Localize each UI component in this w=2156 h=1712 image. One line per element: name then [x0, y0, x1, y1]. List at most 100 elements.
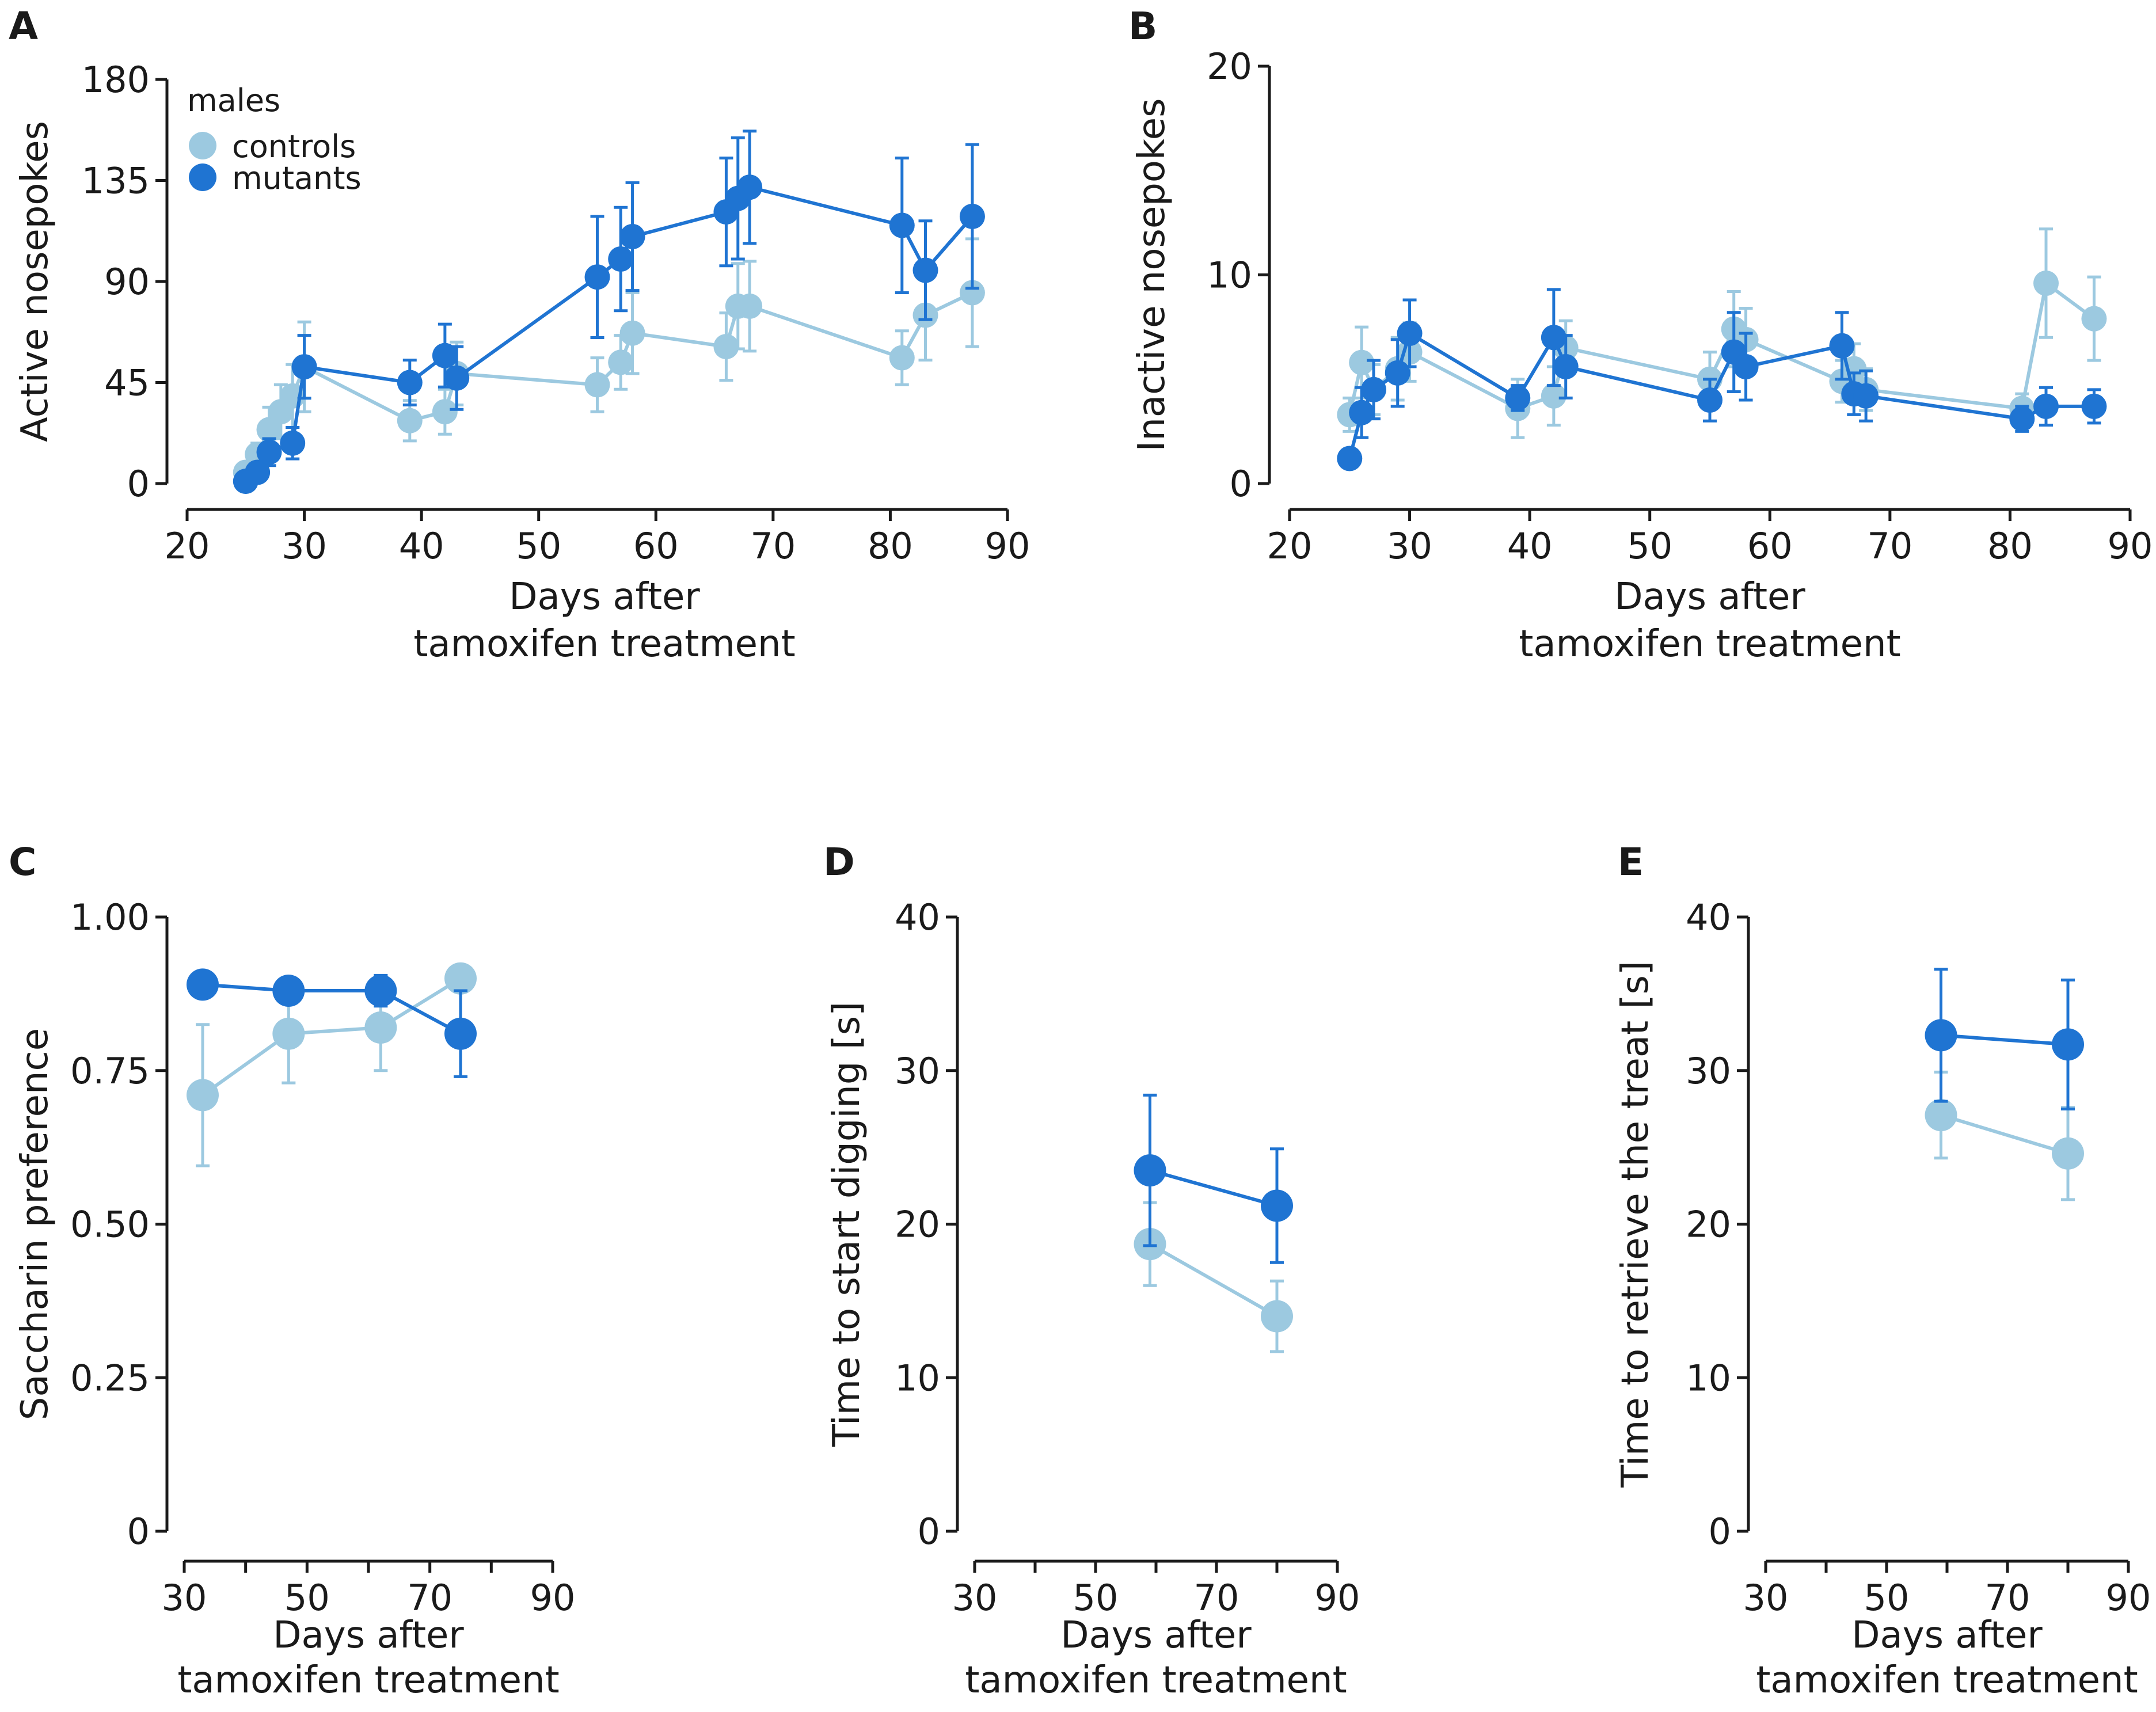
series-mutants	[187, 968, 477, 1078]
y-tick-label: 0	[1230, 463, 1252, 505]
data-point-controls	[444, 962, 477, 995]
x-tick-label: 90	[985, 525, 1031, 567]
series-controls	[187, 962, 477, 1167]
data-point-mutants	[1853, 383, 1879, 409]
x-tick-label: 90	[2106, 1577, 2151, 1619]
y-tick-label: 0.75	[70, 1050, 150, 1092]
data-point-mutants	[1337, 446, 1363, 471]
data-point-mutants	[1829, 333, 1855, 359]
x-tick-label: 30	[952, 1577, 998, 1619]
x-axis-label-line1: Days after	[1614, 576, 1805, 618]
data-point-mutants	[1397, 321, 1423, 346]
data-point-controls	[584, 372, 610, 398]
y-tick-label: 10	[1686, 1357, 1731, 1399]
x-tick-label: 50	[1864, 1577, 1910, 1619]
legend-mutants-label: mutants	[232, 160, 362, 196]
y-axis-label: Saccharin preference	[14, 1028, 56, 1420]
panel-letter-b: B	[1128, 4, 1157, 48]
panel-a-active-nosepokes: A males controls mutants 0 45 90 135 180 Acti…	[9, 4, 1030, 665]
x-tick-label: 90	[2108, 525, 2153, 567]
data-point-mutants	[1361, 376, 1386, 402]
data-point-mutants	[619, 224, 645, 249]
y-tick-label: 0	[127, 1511, 150, 1553]
y-axis-label: Active nosepokes	[14, 121, 56, 442]
series-controls	[1337, 227, 2107, 439]
data-point-mutants	[256, 439, 282, 465]
series-line-mutants	[244, 185, 974, 483]
data-point-controls	[272, 1017, 305, 1050]
x-tick-label: 50	[1073, 1577, 1119, 1619]
data-point-mutants	[1541, 325, 1566, 351]
x-tick-label: 50	[1627, 525, 1672, 567]
series-line-mutants	[1941, 1033, 2068, 1047]
series-controls	[1134, 1201, 1293, 1353]
y-tick-label: 45	[104, 362, 150, 404]
x-axis-label-line2: tamoxifen treatment	[1756, 1659, 2138, 1702]
y-tick-label: 1.00	[70, 896, 150, 938]
data-point-mutants	[444, 365, 470, 391]
x-tick-label: 20	[165, 525, 210, 567]
series-line-controls	[201, 977, 462, 1097]
data-point-controls	[187, 1079, 219, 1112]
x-tick-label: 60	[1747, 525, 1793, 567]
data-point-mutants	[1134, 1154, 1166, 1187]
x-tick-label: 30	[1387, 525, 1432, 567]
legend-controls-label: controls	[232, 128, 356, 165]
x-tick-label: 90	[1315, 1577, 1360, 1619]
x-tick-label: 80	[868, 525, 913, 567]
data-point-controls	[1541, 383, 1566, 409]
data-point-mutants	[889, 212, 915, 238]
data-point-controls	[2081, 306, 2107, 332]
y-tick-label: 20	[1207, 45, 1252, 87]
data-point-controls	[397, 408, 423, 433]
y-tick-label: 0.25	[70, 1357, 150, 1399]
data-point-controls	[432, 399, 458, 425]
data-point-mutants	[272, 975, 305, 1007]
series-controls	[1925, 1070, 2084, 1201]
data-point-mutants	[397, 370, 423, 395]
series-mutants	[1925, 968, 2084, 1110]
legend-mutants-marker	[189, 163, 216, 191]
data-point-mutants	[2033, 393, 2059, 419]
data-point-mutants	[1733, 354, 1759, 379]
data-point-controls	[889, 345, 915, 371]
y-tick-label: 10	[895, 1357, 940, 1399]
data-point-controls	[737, 293, 763, 319]
legend-controls-marker	[189, 132, 216, 159]
x-axis-label-line1: Days after	[509, 576, 700, 618]
x-tick-label: 20	[1267, 525, 1313, 567]
panel-c-saccharin-preference: C 0 0.25 0.50 0.75 1.00 Saccharin preference 3…	[9, 840, 575, 1702]
y-tick-label: 30	[1686, 1050, 1731, 1092]
data-point-mutants	[187, 968, 219, 1001]
x-tick-label: 60	[633, 525, 679, 567]
panel-d-time-to-start-digging: D 0 10 20 30 40 Time to start digging [s] 30 50…	[823, 840, 1360, 1702]
data-point-mutants	[1553, 354, 1579, 379]
series-line-mutants	[202, 983, 462, 1036]
x-axis-label-line1: Days after	[1851, 1614, 2043, 1657]
panel-e-time-to-retrieve-treat: E 0 10 20 30 40 Time to retrieve the treat [s…	[1614, 840, 2151, 1702]
panel-letter-a: A	[9, 4, 38, 48]
data-point-controls	[2033, 271, 2059, 296]
x-tick-label: 80	[1987, 525, 2033, 567]
x-axis-label-line2: tamoxifen treatment	[413, 623, 795, 665]
data-point-mutants	[2052, 1028, 2084, 1061]
x-tick-label: 50	[516, 525, 561, 567]
data-point-controls	[2052, 1137, 2084, 1170]
data-point-mutants	[291, 354, 317, 380]
x-tick-label: 70	[1985, 1577, 2030, 1619]
x-axis-label-line2: tamoxifen treatment	[1519, 623, 1900, 665]
x-tick-label: 40	[1507, 525, 1553, 567]
data-point-controls	[959, 280, 985, 306]
y-axis-label: Inactive nosepokes	[1131, 98, 1173, 451]
data-point-mutants	[432, 343, 458, 368]
data-point-controls	[619, 320, 645, 346]
data-point-mutants	[1385, 360, 1410, 386]
x-axis-label-line2: tamoxifen treatment	[965, 1659, 1347, 1702]
panel-b-inactive-nosepokes: B 0 10 20 Inactive nosepokes 20 30 40 50 60 70 80 9…	[1128, 4, 2153, 665]
x-axis-label-line1: Days after	[273, 1614, 464, 1657]
series-mutants	[1134, 1093, 1293, 1264]
data-point-mutants	[912, 257, 938, 283]
x-tick-label: 70	[1194, 1577, 1239, 1619]
y-tick-label: 30	[895, 1050, 940, 1092]
